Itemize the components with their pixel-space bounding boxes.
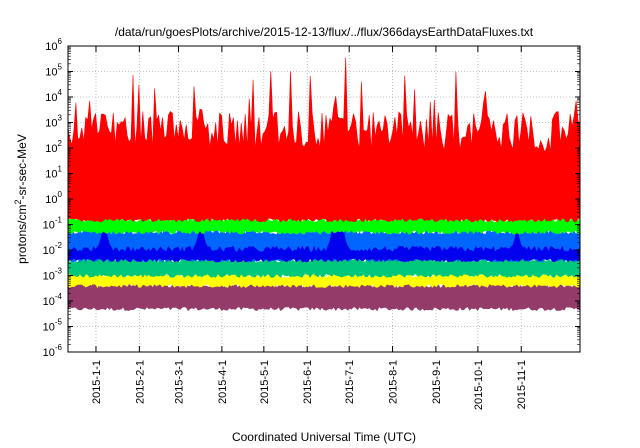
y-tick-base: 10 [45, 143, 57, 155]
y-tick-base: 10 [45, 41, 57, 53]
x-axis: 2015-1-1 2015-2-1 2015-3-1 2015-4-1 2015-5-1… [91, 46, 528, 410]
y-tick-exp: -4 [55, 292, 63, 301]
y-tick-exp: -6 [55, 343, 63, 352]
y-tick-exp: 1 [58, 165, 63, 174]
y-axis-title-tail: -sr-sec-MeV [15, 134, 29, 199]
y-tick-exp: 2 [58, 139, 63, 148]
y-tick-label: 10-1 [43, 216, 63, 232]
y-tick-base: 10 [43, 245, 55, 257]
y-tick-label: 10-3 [43, 267, 63, 283]
y-tick-label: 100 [45, 190, 62, 206]
y-tick-exp: 3 [58, 114, 63, 123]
y-axis-title-base: protons/cm [15, 205, 29, 264]
y-tick-label: 105 [45, 63, 62, 79]
x-tick-label: 2015-10-1 [473, 360, 485, 410]
y-tick-base: 10 [43, 347, 55, 359]
y-tick-label: 10-2 [43, 241, 63, 257]
x-tick-label: 2015-11-1 [516, 360, 528, 409]
y-tick-exp: 0 [58, 190, 63, 199]
y-tick-label: 102 [45, 139, 62, 155]
x-tick-label: 2015-5-1 [259, 360, 271, 404]
y-tick-exp: -3 [55, 267, 63, 276]
y-tick-label: 103 [45, 114, 62, 130]
y-tick-exp: 4 [58, 88, 63, 97]
y-axis-title: protons/cm2-sr-sec-MeV [13, 134, 29, 264]
x-tick-label: 2015-2-1 [134, 360, 146, 404]
x-axis-title: Coordinated Universal Time (UTC) [232, 430, 416, 444]
y-tick-base: 10 [45, 67, 57, 79]
x-tick-label: 2015-4-1 [217, 360, 229, 404]
x-tick-label: 2015-1-1 [91, 360, 103, 404]
y-tick-label: 104 [45, 88, 62, 104]
y-tick-base: 10 [43, 220, 55, 232]
chart-title: /data/run/goesPlots/archive/2015-12-13/f… [115, 25, 534, 39]
y-tick-exp: 6 [58, 37, 63, 46]
flux-series-6 [67, 57, 581, 223]
x-tick-label: 2015-7-1 [344, 360, 356, 404]
x-tick-label: 2015-3-1 [174, 360, 186, 404]
x-tick-label: 2015-9-1 [431, 360, 443, 404]
y-axis-title-sup: 2 [13, 199, 23, 204]
y-tick-base: 10 [45, 92, 57, 104]
y-tick-label: 10-5 [43, 318, 63, 334]
x-tick-label: 2015-8-1 [388, 360, 400, 404]
y-tick-exp: 5 [58, 63, 63, 72]
y-tick-base: 10 [43, 322, 55, 334]
y-tick-label: 106 [45, 37, 62, 53]
y-tick-exp: -5 [55, 318, 63, 327]
y-axis: 10-610-510-410-310-210-11001011021031041… [43, 37, 580, 359]
series-layer [67, 57, 581, 312]
y-tick-base: 10 [45, 194, 57, 206]
y-tick-base: 10 [43, 271, 55, 283]
y-tick-label: 10-4 [43, 292, 63, 308]
y-tick-exp: -2 [55, 241, 63, 250]
y-tick-base: 10 [45, 118, 57, 130]
y-tick-exp: -1 [55, 216, 63, 225]
y-tick-base: 10 [43, 296, 55, 308]
x-tick-label: 2015-6-1 [302, 360, 314, 404]
y-tick-label: 10-6 [43, 343, 63, 359]
y-tick-base: 10 [45, 169, 57, 181]
y-tick-label: 101 [45, 165, 62, 181]
